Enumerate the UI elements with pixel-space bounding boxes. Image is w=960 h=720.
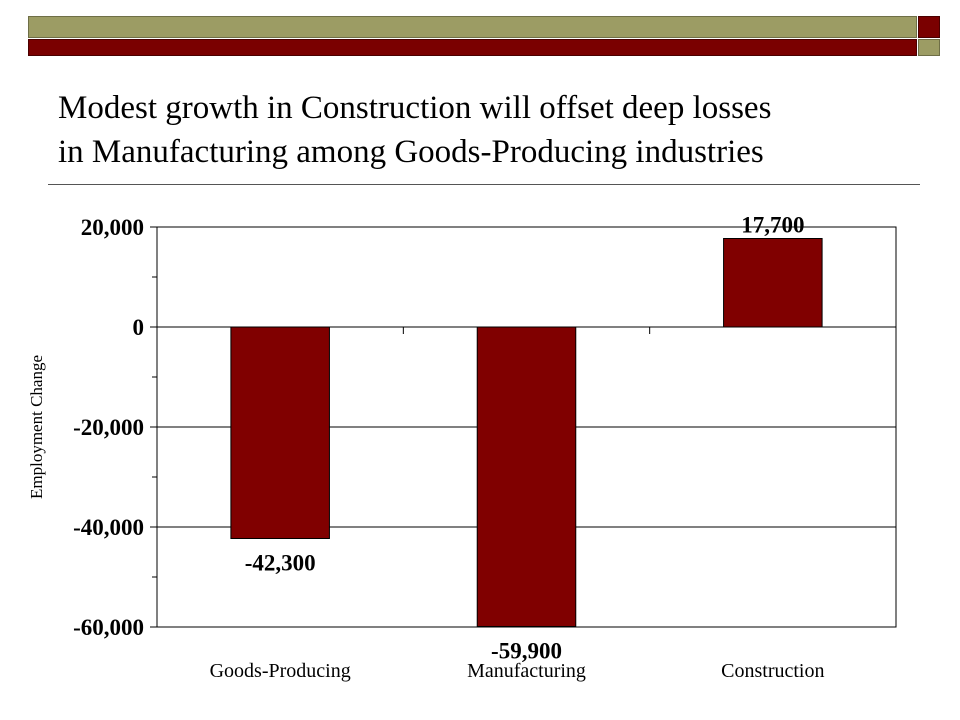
bar-goods-producing	[230, 326, 330, 539]
category-label: Goods-Producing	[210, 660, 351, 682]
bar-construction	[723, 238, 823, 328]
title-divider	[48, 184, 920, 185]
y-tick-label: 0	[133, 315, 145, 340]
y-tick-label: -20,000	[73, 415, 144, 440]
slide-title-line-1: Modest growth in Construction will offse…	[58, 90, 772, 126]
category-label: Construction	[721, 660, 824, 682]
bars	[230, 238, 823, 627]
data-label: -59,900	[491, 639, 562, 664]
data-label: -42,300	[245, 551, 316, 576]
y-axis-label: Employment Change	[27, 355, 46, 499]
category-labels: Goods-Producing Manufacturing Construction	[210, 660, 825, 682]
y-tick-label: -40,000	[73, 515, 144, 540]
data-labels: -42,300 -59,900 17,700	[245, 213, 805, 664]
y-tick-label: -60,000	[73, 615, 144, 640]
decorative-olive-square	[918, 39, 940, 56]
slide-title-line-2: in Manufacturing among Goods-Producing i…	[58, 134, 764, 170]
data-label: 17,700	[741, 213, 804, 238]
decorative-olive-bar	[28, 16, 917, 38]
slide-title: Modest growth in Construction will offse…	[58, 86, 918, 174]
category-label: Manufacturing	[467, 660, 586, 682]
y-axis: 20,000 0 -20,000 -40,000 -60,000	[73, 215, 651, 640]
y-tick-label: 20,000	[81, 215, 144, 240]
decorative-red-bar	[28, 39, 917, 56]
bar-manufacturing	[476, 326, 577, 627]
decorative-red-square	[918, 16, 940, 38]
